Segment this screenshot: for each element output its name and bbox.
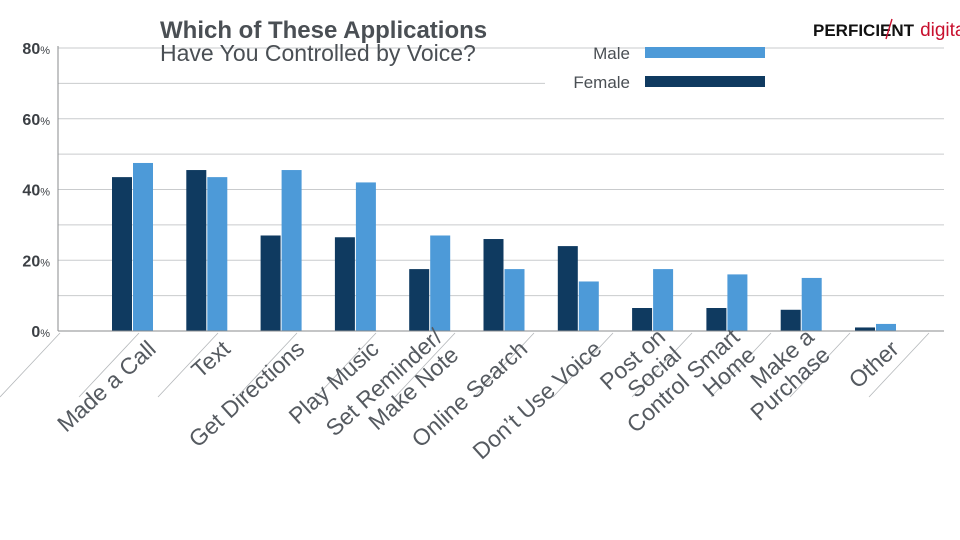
y-tick-label: 40% [22,183,50,200]
bar-male [430,235,451,331]
y-tick-label: 20% [22,253,50,270]
bar-male [801,277,822,331]
bar-male [578,281,599,331]
bar-female [409,269,430,331]
legend: Male Female [545,44,960,93]
category-separator [0,332,61,398]
category-separator [868,332,930,398]
y-tick-suffix: % [40,116,50,128]
legend-label-male: Male [593,44,630,63]
y-tick-suffix: % [40,257,50,269]
x-tick-label: Make aPurchase [729,323,835,425]
y-tick-value: 0 [31,324,40,341]
y-tick-label: 0% [31,324,50,341]
logo-slash [885,18,893,40]
category-separator [552,332,614,398]
category-separator [710,332,772,398]
bar-female [483,239,504,331]
y-tick-value: 80 [22,41,40,58]
bar-male [281,170,302,331]
y-tick-label: 80% [22,41,50,58]
logo-word-digital: digital [920,20,960,41]
y-tick-value: 40 [22,183,40,200]
y-axis: 0%20%40%60%80% [22,41,59,341]
x-tick-label: Made a Call [52,335,161,436]
legend-label-female: Female [573,73,630,92]
bar-female [334,237,355,331]
bar-female [780,309,801,331]
category-separator [631,332,693,398]
chart-title-line: Which of These Applications [160,17,487,44]
category-separator [315,332,377,398]
bar-male [133,162,153,331]
bar-female [855,327,875,331]
legend-swatch-male [645,47,765,58]
category-separator [78,332,140,398]
legend-swatch-female [645,76,765,87]
bar-female [112,177,132,331]
bar-female [260,235,281,331]
x-tick-label-line: Text [186,335,235,383]
bar-male [727,274,748,331]
bar-female [186,170,207,331]
perficient-digital-logo: PERFICIENT digital [813,18,960,41]
y-tick-suffix: % [40,187,50,199]
x-tick-label-line: Made a Call [52,335,161,436]
logo-word-perficient: PERFICIENT [813,21,915,40]
x-tick-label: Don’t Use Voice [467,335,606,464]
category-separator [789,332,851,398]
chart-subtitle: Have You Controlled by Voice? [160,40,476,66]
y-tick-label: 60% [22,112,50,129]
category-separator [394,332,456,398]
y-tick-suffix: % [40,45,50,57]
y-tick-suffix: % [40,328,50,340]
x-tick-label-line: Other [844,335,904,393]
chart-title: Which of These Applications Have You Con… [160,17,487,66]
category-separator [473,332,535,398]
y-tick-value: 20 [22,253,40,270]
bar-male [653,269,674,331]
category-separator [157,332,219,398]
bar-female [632,308,653,331]
x-tick-label: Other [844,335,904,393]
bar-female [706,308,727,331]
bar-male [876,323,896,331]
bar-male [504,269,525,331]
x-tick-label-line: Don’t Use Voice [467,335,606,464]
bars [112,162,896,331]
category-separator [236,332,298,398]
bar-male [207,177,228,331]
x-tick-label: Text [186,335,235,383]
bar-female [557,246,578,331]
y-tick-value: 60 [22,112,40,129]
bar-male [355,182,376,331]
